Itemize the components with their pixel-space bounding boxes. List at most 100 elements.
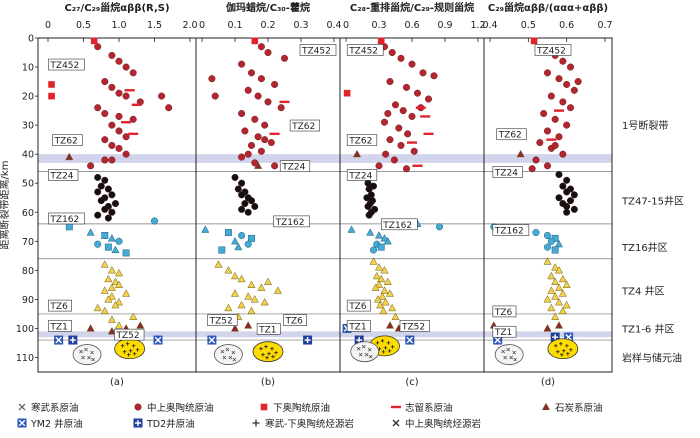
well-label-box bbox=[48, 320, 72, 332]
well-label-text: TZ52 bbox=[209, 317, 233, 327]
well-label-text: TZ452 bbox=[301, 47, 331, 57]
data-point bbox=[48, 92, 55, 100]
data-point bbox=[122, 249, 130, 257]
well-label: TZ162 bbox=[380, 218, 418, 231]
data-point bbox=[264, 98, 272, 106]
data-point bbox=[111, 300, 120, 309]
data-point bbox=[257, 43, 265, 51]
data-point bbox=[388, 303, 397, 312]
x-tick-label: 1.2 bbox=[470, 20, 485, 31]
data-point bbox=[403, 83, 411, 91]
well-label: TZ6 bbox=[346, 299, 371, 312]
data-point bbox=[554, 266, 564, 274]
panel-d: C₂₉甾烷αββ/(ααα+αββ) 0.4 0.5 0.6 0.7 (d) TZ452 TZ… bbox=[482, 1, 612, 388]
data-point bbox=[558, 289, 567, 297]
data-point bbox=[238, 205, 246, 213]
y-tick-label: 0 bbox=[28, 34, 34, 45]
data-point bbox=[547, 237, 555, 245]
well-label-text: TZ452 bbox=[348, 47, 378, 57]
zone-label: TZ1-6 井区 bbox=[621, 322, 674, 335]
well-label: TZ6 bbox=[492, 305, 517, 318]
source-rock-x bbox=[513, 357, 518, 362]
well-label-box bbox=[534, 44, 572, 56]
data-point bbox=[375, 162, 383, 170]
legend-label: YM2 井原油 bbox=[30, 418, 83, 430]
series-10 bbox=[494, 344, 524, 365]
well-label-text: TZ24 bbox=[494, 169, 518, 179]
well-label-box bbox=[492, 305, 517, 318]
data-point bbox=[563, 121, 571, 129]
well-label-text: TZ162 bbox=[382, 221, 412, 231]
source-rock-plus bbox=[131, 343, 136, 348]
panel-title: 伽玛蜡烷/C₃₀-藿烷 bbox=[226, 1, 310, 14]
data-point bbox=[555, 171, 563, 179]
data-point bbox=[547, 286, 556, 294]
data-point bbox=[65, 152, 74, 161]
source-rock-x bbox=[503, 355, 508, 360]
source-rock-x bbox=[220, 349, 225, 354]
source-rock-plus bbox=[554, 343, 558, 348]
source-rock-plus bbox=[386, 341, 391, 345]
highlight-band bbox=[196, 154, 340, 163]
data-point bbox=[277, 104, 285, 112]
data-point bbox=[554, 109, 564, 112]
y-axis-label: 距离断裂带距离/km bbox=[0, 161, 11, 250]
data-point bbox=[269, 132, 280, 136]
well-label-text: TZ452 bbox=[49, 61, 79, 71]
series-7 bbox=[54, 335, 163, 345]
well-label: TZ52 bbox=[399, 320, 430, 332]
y-tick-label: 40 bbox=[22, 150, 34, 161]
legend-label: 寒武系原油 bbox=[31, 402, 79, 414]
data-point bbox=[261, 121, 269, 129]
data-point bbox=[562, 300, 571, 309]
well-label: TZ452 bbox=[534, 44, 572, 57]
data-point bbox=[129, 312, 138, 320]
series-1 bbox=[343, 37, 385, 97]
panels: C₂₇/C₂₉甾烷αββ(R,S) 0 0.5 1.0 1.5 2.0 (a) TZ452 TZ… bbox=[37, 1, 613, 388]
data-point bbox=[380, 234, 389, 242]
source-rock-plus bbox=[380, 339, 385, 343]
well-label-box bbox=[492, 325, 517, 338]
well-label-box bbox=[207, 314, 238, 326]
data-point bbox=[238, 60, 246, 68]
well-label: TZ52 bbox=[207, 314, 238, 327]
data-point bbox=[425, 95, 433, 103]
data-point bbox=[570, 86, 578, 94]
data-point bbox=[104, 185, 112, 193]
well-label-text: TZ162 bbox=[49, 215, 79, 225]
series-2 bbox=[407, 106, 434, 167]
data-point bbox=[567, 63, 575, 71]
data-point bbox=[257, 147, 265, 155]
source-rock-x bbox=[356, 346, 361, 351]
x-tick-label: 0 bbox=[45, 20, 51, 31]
x-tick-label: 0.6 bbox=[404, 20, 419, 31]
x-tick-label: 0.4 bbox=[482, 20, 497, 31]
panel-title: C₂₇/C₂₉甾烷αββ(R,S) bbox=[64, 1, 169, 14]
data-point bbox=[114, 268, 124, 277]
data-point bbox=[214, 260, 223, 268]
data-point bbox=[114, 338, 146, 360]
series-10 bbox=[72, 344, 102, 365]
data-point bbox=[230, 236, 240, 245]
data-point bbox=[371, 283, 380, 291]
data-point bbox=[555, 75, 563, 83]
data-point bbox=[224, 266, 233, 274]
data-point bbox=[563, 188, 571, 196]
well-label-box bbox=[279, 160, 311, 172]
ym2-cross bbox=[494, 336, 501, 344]
data-point bbox=[554, 297, 564, 306]
data-point bbox=[303, 335, 313, 345]
well-label-text: TZ162 bbox=[494, 227, 524, 237]
well-label-text: TZ52 bbox=[115, 331, 139, 341]
well-label: TZ452 bbox=[346, 44, 384, 57]
data-point bbox=[352, 149, 362, 158]
data-point bbox=[544, 162, 552, 170]
data-point bbox=[86, 324, 95, 332]
legend-item: 寒武-下奥陶统烃源岩 bbox=[252, 418, 354, 430]
data-point bbox=[244, 292, 253, 300]
x-tick-label: 0.1 bbox=[227, 20, 242, 31]
data-point bbox=[211, 92, 219, 100]
legend-item: 寒武系原油 bbox=[18, 402, 79, 414]
data-point bbox=[238, 191, 246, 199]
data-point bbox=[363, 194, 371, 202]
